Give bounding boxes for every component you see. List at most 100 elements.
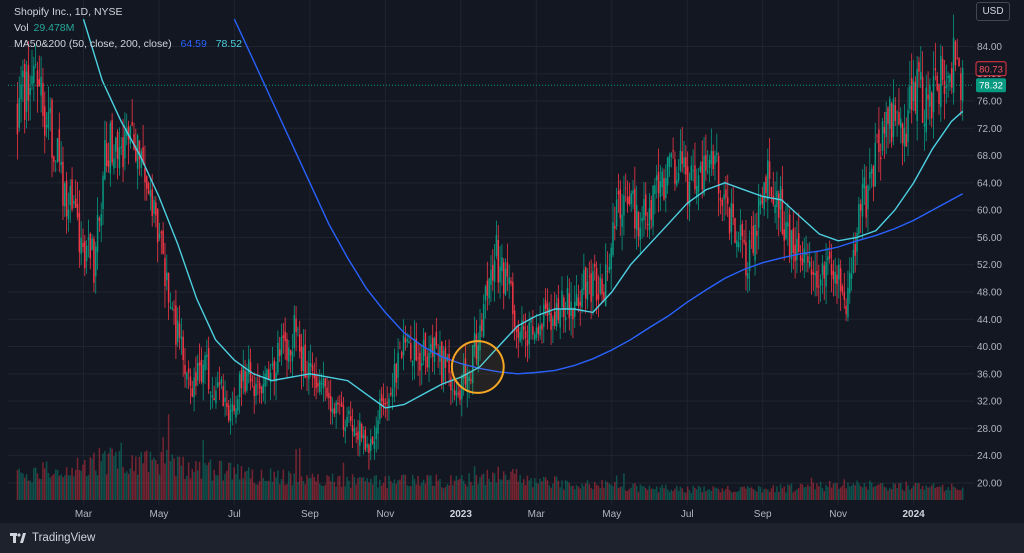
candle-body: [213, 398, 215, 401]
volume-bar: [44, 468, 46, 500]
volume-bar: [366, 478, 368, 500]
volume-bar: [448, 485, 450, 500]
candle-body: [592, 271, 594, 297]
candle-body: [399, 347, 401, 349]
volume-bar: [355, 484, 357, 500]
candle-body: [415, 338, 418, 361]
candle-body: [951, 68, 953, 88]
volume-bar: [472, 485, 474, 500]
candle-body: [333, 408, 336, 414]
x-tick-label: Nov: [829, 509, 847, 520]
volume-bar: [801, 484, 804, 500]
volume-bar: [371, 484, 374, 500]
volume-legend[interactable]: Vol 29.478M: [14, 20, 242, 36]
candle-body: [825, 261, 827, 287]
candle-body: [828, 251, 831, 259]
candle-body: [805, 252, 807, 256]
candle-body: [195, 372, 197, 386]
candle-body: [726, 197, 729, 204]
volume-bar: [120, 442, 122, 500]
y-tick-label: 36.00: [977, 369, 1002, 380]
volume-bar: [832, 483, 835, 500]
volume-bar: [796, 489, 798, 500]
price-badge[interactable]: 80.73: [975, 61, 1007, 77]
volume-bar: [255, 484, 257, 500]
volume-bar: [328, 476, 330, 500]
candle-body: [502, 262, 505, 294]
volume-bar: [87, 474, 90, 500]
candle-body: [309, 363, 312, 367]
tradingview-brand[interactable]: TradingView: [10, 532, 95, 544]
candle-body: [932, 76, 935, 113]
candle-body: [610, 247, 612, 270]
currency-button[interactable]: USD: [976, 2, 1010, 21]
candle-body: [686, 166, 689, 205]
candle-body: [273, 360, 275, 380]
volume-bar: [834, 482, 836, 500]
volume-bar: [125, 471, 128, 500]
candle-body: [499, 266, 501, 283]
candle-body: [16, 103, 19, 135]
candle-body: [266, 369, 268, 379]
candle-body: [652, 185, 654, 227]
volume-bar: [512, 468, 514, 500]
volume-bar: [504, 474, 507, 500]
volume-bar: [186, 475, 188, 500]
candle-body: [903, 127, 906, 147]
volume-bar: [654, 489, 656, 500]
candle-body: [451, 389, 454, 391]
symbol-legend[interactable]: Shopify Inc., 1D, NYSE: [14, 4, 242, 20]
volume-bar: [623, 473, 625, 500]
volume-bar: [482, 473, 485, 500]
volume-bar: [819, 481, 822, 500]
volume-bar: [373, 476, 376, 500]
volume-bar: [127, 473, 130, 500]
volume-bar: [406, 485, 408, 500]
volume-bar: [879, 483, 882, 500]
candle-body: [408, 341, 410, 344]
volume-bar: [67, 475, 70, 500]
candle-body: [646, 223, 649, 225]
candle-body: [666, 157, 669, 186]
candle-body: [246, 371, 248, 391]
y-tick-label: 60.00: [977, 206, 1002, 217]
price-badge[interactable]: 78.32: [976, 78, 1006, 93]
volume-bar: [849, 486, 851, 500]
volume-bar: [222, 480, 224, 500]
candle-body: [262, 384, 265, 394]
volume-bar: [386, 488, 388, 500]
volume-bar: [481, 474, 483, 500]
ma50-line: [82, 18, 964, 409]
candle-body: [455, 390, 458, 397]
volume-bar: [743, 486, 745, 500]
candle-body: [40, 76, 42, 96]
volume-bar: [581, 483, 583, 500]
volume-bar: [850, 485, 853, 500]
volume-bar: [322, 486, 325, 500]
volume-bar: [601, 479, 603, 500]
candle-body: [623, 195, 625, 216]
volume-bar: [153, 457, 155, 500]
volume-bar: [710, 490, 713, 500]
candle-body: [696, 185, 698, 197]
volume-bar: [29, 480, 31, 500]
y-tick-label: 52.00: [977, 260, 1002, 271]
candle-body: [834, 272, 836, 284]
candle-body: [131, 122, 133, 126]
volume-bar: [925, 485, 928, 500]
candle-body: [431, 337, 434, 357]
volume-bar: [777, 492, 780, 500]
ma-legend[interactable]: MA50&200 (50, close, 200, close) 64.59 7…: [14, 36, 242, 52]
volume-bar: [885, 487, 887, 500]
candle-body: [430, 343, 432, 354]
candle-body: [555, 303, 558, 327]
volume-bar: [845, 488, 847, 500]
volume-bar: [730, 492, 733, 500]
candle-body: [508, 277, 510, 284]
volume-bar: [62, 477, 64, 500]
volume-bar: [756, 491, 758, 500]
volume-bar: [31, 482, 33, 500]
candle-body: [384, 403, 387, 405]
volume-bar: [776, 486, 778, 500]
